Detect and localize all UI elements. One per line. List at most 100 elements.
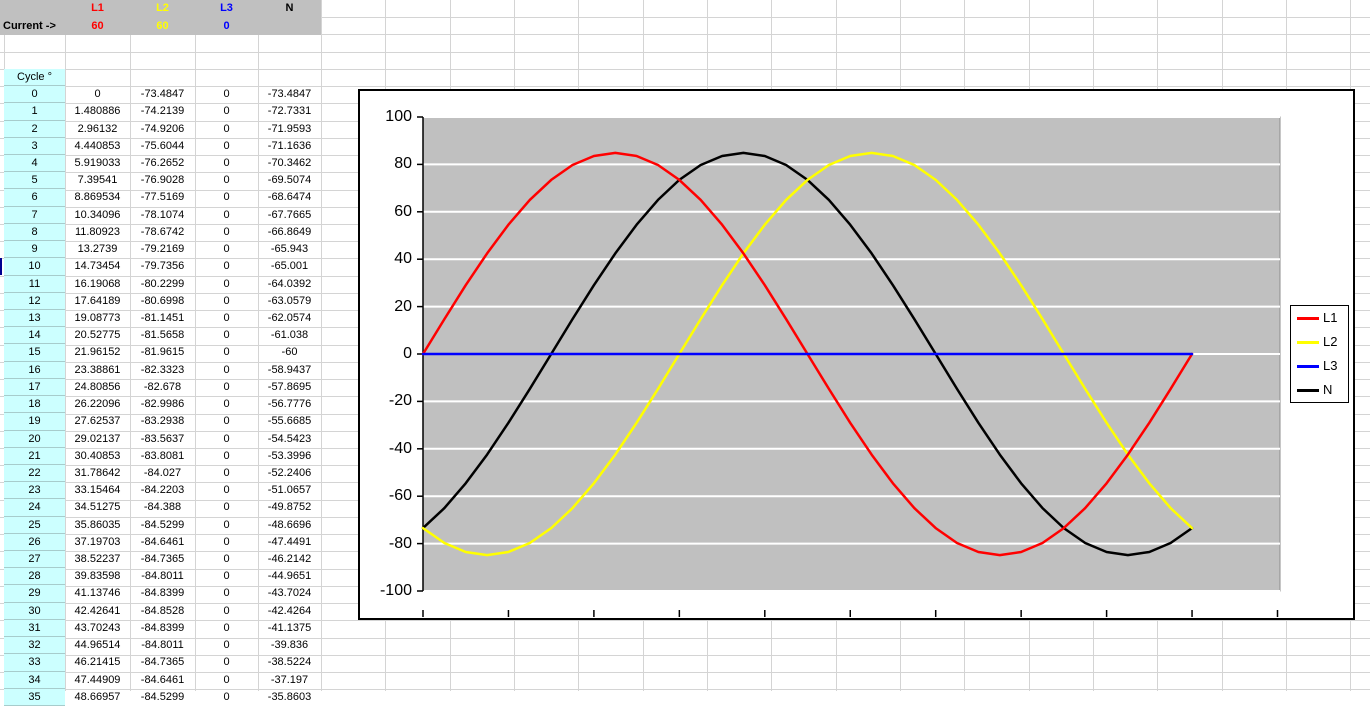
cell-cycle[interactable]: 34 (4, 671, 65, 689)
cell-n[interactable]: -65.001 (270, 260, 309, 273)
cell-n[interactable]: -54.5423 (267, 432, 312, 445)
cell-l1[interactable]: 11.80923 (74, 225, 121, 238)
cell-l1[interactable]: 41.13746 (74, 587, 121, 600)
cell-l2[interactable]: -82.3323 (140, 363, 185, 376)
cell-n[interactable]: -57.8695 (267, 380, 312, 393)
cell-l2[interactable]: -84.8399 (140, 621, 185, 634)
cell-l1[interactable]: 33.15464 (74, 484, 121, 497)
cell-l1[interactable]: 14.73454 (74, 260, 121, 273)
cell-l2[interactable]: -75.6044 (140, 139, 185, 152)
cell-n[interactable]: -48.6696 (267, 518, 312, 531)
cell-l2[interactable]: -78.1074 (140, 208, 185, 221)
cell-l3[interactable]: 0 (223, 122, 230, 135)
cell-l2[interactable]: -84.5299 (140, 690, 185, 703)
cell-n[interactable]: -55.6685 (267, 415, 312, 428)
cell-cycle[interactable]: 5 (4, 172, 65, 190)
cell-n[interactable]: -51.0657 (267, 484, 312, 497)
cell-l3[interactable]: 0 (223, 105, 230, 118)
cell-l3[interactable]: 0 (223, 415, 230, 428)
cell-cycle[interactable]: 27 (4, 551, 65, 569)
cell-n[interactable]: -38.5224 (267, 656, 312, 669)
cell-n[interactable]: -61.038 (270, 329, 309, 342)
cell-l1[interactable]: 34.51275 (74, 501, 121, 514)
cell-l3[interactable]: 0 (223, 277, 230, 290)
cell-cycle[interactable]: 21 (4, 447, 65, 465)
cell-cycle[interactable]: 19 (4, 413, 65, 431)
cell-l1[interactable]: 17.64189 (74, 294, 121, 307)
cell-l3[interactable]: 0 (223, 553, 230, 566)
cell-l2[interactable]: -84.2203 (140, 484, 185, 497)
cell-l2[interactable]: -84.8399 (140, 587, 185, 600)
phase-label-l1[interactable]: L1 (91, 2, 104, 14)
cell-l3[interactable]: 0 (223, 570, 230, 583)
cell-l2[interactable]: -82.678 (143, 380, 182, 393)
cell-l1[interactable]: 2.96132 (77, 122, 118, 135)
cell-l2[interactable]: -81.9615 (140, 346, 185, 359)
cell-n[interactable]: -39.836 (270, 639, 309, 652)
cell-l1[interactable]: 47.44909 (74, 673, 121, 686)
cell-l2[interactable]: -74.2139 (140, 105, 185, 118)
cell-l3[interactable]: 0 (223, 88, 230, 101)
cell-n[interactable]: -42.4264 (267, 604, 312, 617)
cell-l3[interactable]: 0 (223, 690, 230, 703)
cell-cycle[interactable]: 2 (4, 120, 65, 138)
cell-n[interactable]: -68.6474 (267, 191, 312, 204)
cell-l1[interactable]: 16.19068 (74, 277, 121, 290)
cell-n[interactable]: -60 (281, 346, 298, 359)
cell-l2[interactable]: -80.6998 (140, 294, 185, 307)
phase-label-n[interactable]: N (285, 2, 294, 14)
cell-l2[interactable]: -84.6461 (140, 673, 185, 686)
cell-l2[interactable]: -83.2938 (140, 415, 185, 428)
cell-cycle[interactable]: 13 (4, 309, 65, 328)
legend-item-l3[interactable]: L3 (1291, 354, 1348, 378)
cell-l3[interactable]: 0 (223, 380, 230, 393)
cell-l2[interactable]: -81.5658 (140, 329, 185, 342)
cell-l1[interactable]: 48.66957 (74, 690, 121, 703)
cell-l3[interactable]: 0 (223, 604, 230, 617)
cell-n[interactable]: -43.7024 (267, 587, 312, 600)
cell-l2[interactable]: -76.2652 (140, 157, 185, 170)
cell-cycle[interactable]: 17 (4, 378, 65, 397)
cell-l1[interactable]: 13.2739 (77, 243, 118, 256)
current-header-block[interactable]: Current -> L1 60 L2 60 L3 0 N (0, 0, 321, 35)
cell-l2[interactable]: -84.8011 (141, 570, 184, 583)
current-value-l1[interactable]: 60 (91, 20, 104, 32)
cell-n[interactable]: -69.5074 (267, 174, 312, 187)
cell-l2[interactable]: -79.7356 (140, 260, 185, 273)
cell-n[interactable]: -67.7665 (267, 208, 312, 221)
cell-l3[interactable]: 0 (223, 294, 230, 307)
cell-l3[interactable]: 0 (223, 225, 230, 238)
cell-l3[interactable]: 0 (223, 484, 230, 497)
cell-cycle[interactable]: 32 (4, 637, 65, 655)
cell-n[interactable]: -46.2142 (267, 553, 312, 566)
phase-label-l3[interactable]: L3 (220, 2, 233, 14)
cell-n[interactable]: -49.8752 (267, 501, 312, 514)
cell-l1[interactable]: 20.52775 (74, 329, 121, 342)
cell-n[interactable]: -58.9437 (267, 363, 312, 376)
cell-cycle[interactable]: 25 (4, 516, 65, 534)
cell-l1[interactable]: 27.62537 (74, 415, 121, 428)
cell-l1[interactable]: 43.70243 (74, 621, 121, 634)
cell-n[interactable]: -37.197 (270, 673, 309, 686)
cell-cycle[interactable]: 11 (4, 275, 65, 293)
cell-n[interactable]: -65.943 (270, 243, 309, 256)
cell-l1[interactable]: 39.83598 (74, 570, 121, 583)
cell-l1[interactable]: 37.19703 (74, 535, 121, 548)
phase-label-l2[interactable]: L2 (156, 2, 169, 14)
cell-l2[interactable]: -76.9028 (140, 174, 185, 187)
cell-n[interactable]: -52.2406 (267, 466, 312, 479)
cell-n[interactable]: -62.0574 (267, 311, 312, 324)
cell-cycle[interactable]: 20 (4, 430, 65, 448)
cell-l1[interactable]: 21.96152 (74, 346, 121, 359)
cell-l2[interactable]: -84.6461 (140, 535, 185, 548)
cell-l1[interactable]: 30.40853 (74, 449, 121, 462)
cell-l3[interactable]: 0 (223, 673, 230, 686)
cell-cycle[interactable]: 1 (4, 103, 65, 121)
cell-cycle[interactable]: 8 (4, 223, 65, 242)
cell-n[interactable]: -47.4491 (267, 535, 312, 548)
cell-l2[interactable]: -83.8081 (140, 449, 185, 462)
cell-cycle[interactable]: 6 (4, 189, 65, 207)
cell-l3[interactable]: 0 (223, 518, 230, 531)
cell-l2[interactable]: -82.9986 (140, 398, 185, 411)
cell-cycle[interactable]: 30 (4, 602, 65, 620)
